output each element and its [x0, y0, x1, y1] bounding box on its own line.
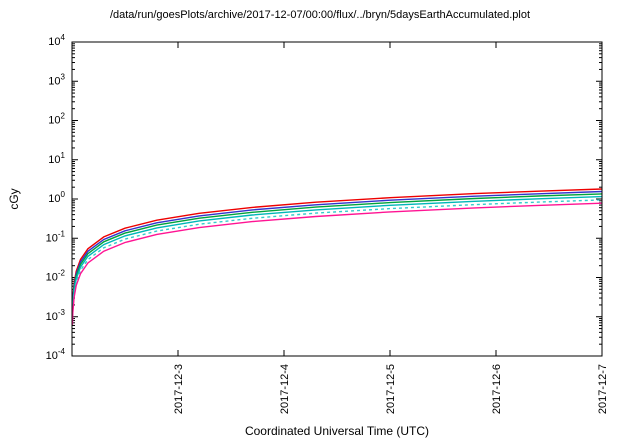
x-tick-label: 2017-12-4: [279, 364, 291, 414]
accumulated-dose-1-curve: [71, 188, 603, 311]
accumulated-dose-2-curve: [71, 190, 603, 314]
chart-title: /data/run/goesPlots/archive/2017-12-07/0…: [109, 9, 531, 21]
x-tick-label: 2017-12-6: [491, 364, 503, 414]
y-tick-label: 10-3: [46, 308, 66, 323]
y-tick-label: 10-1: [46, 229, 66, 244]
y-axis-label: cGy: [7, 188, 21, 210]
accumulated-dose-5-curve: [71, 199, 603, 322]
y-tick-label: 102: [48, 112, 65, 127]
accumulated-dose-3-curve: [71, 193, 603, 316]
x-tick-label: 2017-12-5: [385, 364, 397, 414]
y-tick-label: 101: [48, 151, 65, 166]
x-tick-label: 2017-12-7: [597, 364, 609, 414]
x-tick-label: 2017-12-3: [173, 364, 185, 414]
y-tick-label: 10-4: [46, 347, 66, 362]
plot-border: [71, 41, 603, 357]
y-tick-label: 100: [48, 190, 65, 205]
x-axis-label: Coordinated Universal Time (UTC): [244, 424, 430, 438]
y-tick-label: 10-2: [46, 269, 66, 284]
y-tick-label: 103: [48, 72, 65, 87]
y-tick-label: 104: [48, 33, 65, 48]
accumulated-dose-6-curve: [71, 202, 603, 325]
